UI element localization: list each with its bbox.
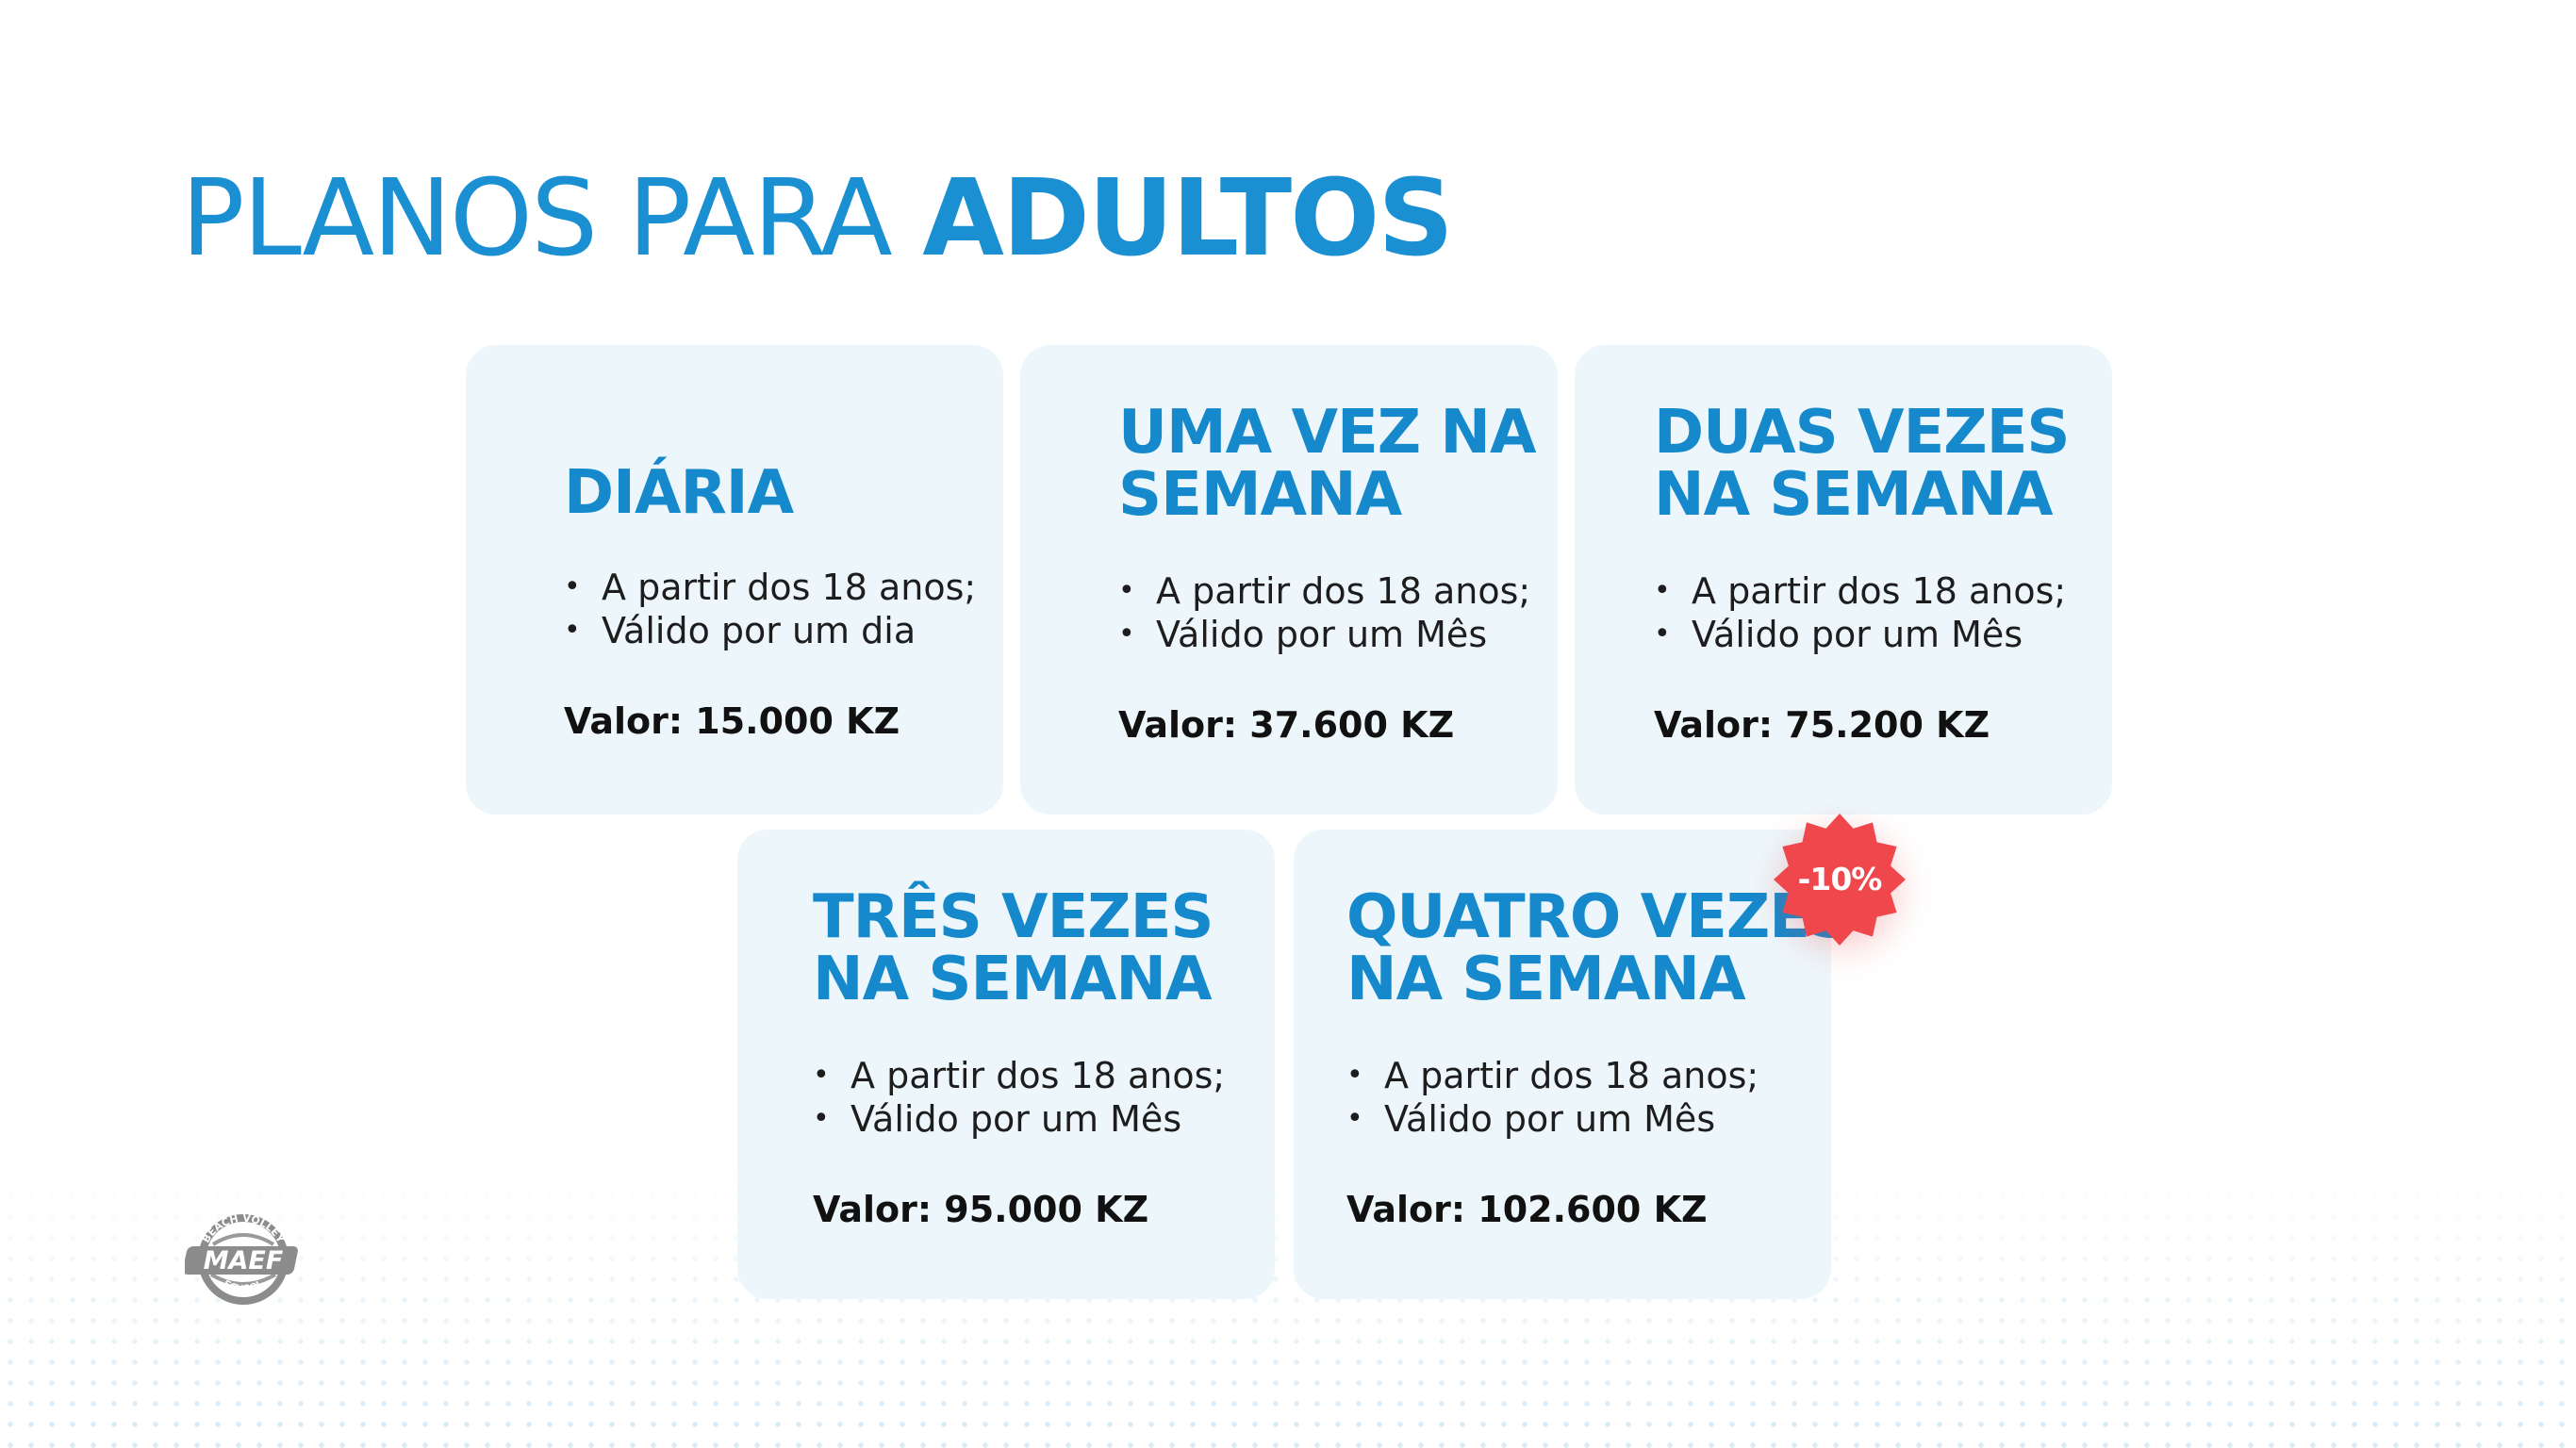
page-title-emphasis: ADULTOS [922, 157, 1454, 280]
plan-price: Valor: 37.600 KZ [1118, 704, 1455, 746]
plan-features: A partir dos 18 anos; Válido por um Mês [813, 1054, 1225, 1141]
plan-feature: Válido por um Mês [813, 1097, 1225, 1141]
logo-wordmark: MAEF [204, 1246, 284, 1275]
page-title-prefix: PLANOS PARA [181, 157, 893, 280]
plan-title-line: NA SEMANA [1654, 460, 2053, 530]
discount-badge: -10% [1771, 811, 1908, 948]
page-title: PLANOS PARA ADULTOS [181, 166, 1454, 272]
plan-title-line: DUAS VEZES [1654, 398, 2070, 468]
plan-features: A partir dos 18 anos; Válido por um Mês [1118, 569, 1530, 656]
volleyball-school-logo-icon: BEACH VOLLEY SCHOOL MAEF [182, 1207, 300, 1310]
plan-card-quatro-vezes: QUATRO VEZES NA SEMANA A partir dos 18 a… [1294, 830, 1853, 1299]
plan-feature: A partir dos 18 anos; [564, 566, 976, 609]
discount-label: -10% [1797, 861, 1883, 897]
plan-card-diaria: DIÁRIA A partir dos 18 anos; Válido por … [466, 345, 1003, 814]
logo-arc-bottom: SCHOOL [222, 1278, 266, 1294]
plan-feature: Válido por um Mês [1654, 613, 2066, 656]
dotted-background [0, 1165, 2576, 1448]
plan-title: TRÊS VEZES NA SEMANA [813, 886, 1214, 1011]
plan-title-line: DIÁRIA [564, 458, 794, 528]
plan-title-line: TRÊS VEZES [813, 882, 1214, 952]
plan-price: Valor: 15.000 KZ [564, 700, 900, 742]
plan-price: Valor: 75.200 KZ [1654, 704, 1990, 746]
plan-title: QUATRO VEZES NA SEMANA [1346, 882, 1853, 1014]
plan-title-line: NA SEMANA [813, 945, 1212, 1014]
plan-feature: A partir dos 18 anos; [1654, 569, 2066, 613]
plan-title: DIÁRIA [564, 458, 794, 528]
plan-features: A partir dos 18 anos; Válido por um Mês [1346, 1054, 1759, 1141]
plan-feature: Válido por um Mês [1118, 613, 1530, 656]
plan-title-line: UMA VEZ NA [1118, 398, 1536, 468]
starburst-icon [1774, 814, 1906, 946]
plan-title: UMA VEZ NA SEMANA [1118, 402, 1536, 526]
plan-features: A partir dos 18 anos; Válido por um Mês [1654, 569, 2066, 656]
plan-card-tres-vezes: TRÊS VEZES NA SEMANA A partir dos 18 ano… [737, 830, 1275, 1299]
plan-card-uma-vez: UMA VEZ NA SEMANA A partir dos 18 anos; … [1020, 345, 1558, 814]
plan-price: Valor: 95.000 KZ [813, 1189, 1149, 1230]
plan-feature: Válido por um dia [564, 609, 976, 652]
plan-feature: A partir dos 18 anos; [813, 1054, 1225, 1097]
plan-price: Valor: 102.600 KZ [1346, 1189, 1708, 1230]
plan-feature: A partir dos 18 anos; [1346, 1054, 1759, 1097]
plan-title-line: NA SEMANA [1346, 945, 1746, 1014]
plan-features: A partir dos 18 anos; Válido por um dia [564, 566, 976, 652]
plan-feature: Válido por um Mês [1346, 1097, 1759, 1141]
plan-feature: A partir dos 18 anos; [1118, 569, 1530, 613]
plan-card-duas-vezes: DUAS VEZES NA SEMANA A partir dos 18 ano… [1575, 345, 2112, 814]
plan-title-line: QUATRO VEZES [1346, 882, 1853, 952]
plan-title-line: SEMANA [1118, 460, 1402, 530]
plan-title: DUAS VEZES NA SEMANA [1654, 402, 2070, 526]
